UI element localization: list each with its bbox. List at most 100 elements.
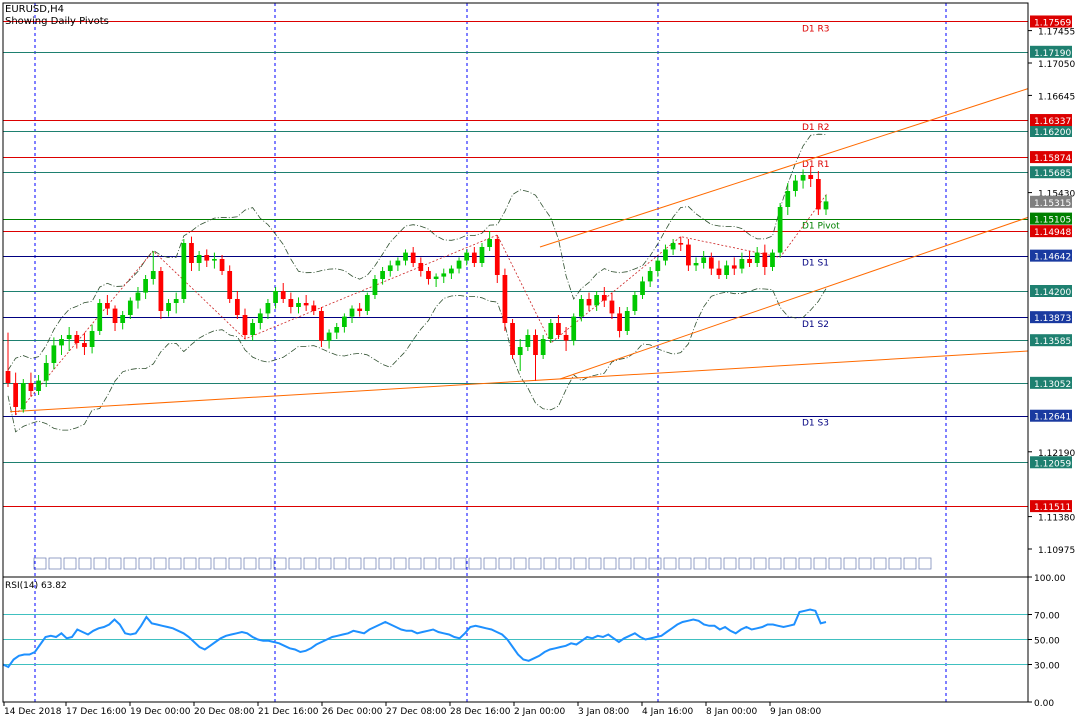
bull-candle — [693, 263, 699, 266]
bull-candle — [296, 303, 301, 307]
bull-candle — [793, 180, 798, 191]
price-tick-label: 1.10975 — [1038, 546, 1075, 556]
bear-candle — [234, 299, 240, 315]
bear-candle — [471, 252, 477, 263]
pivot-level-name: D1 Pivot — [802, 222, 840, 232]
bull-candle — [89, 331, 95, 347]
bull-candle — [701, 257, 707, 263]
bear-candle — [808, 175, 814, 179]
price-level-tag — [1030, 500, 1072, 513]
price-level-tag — [1030, 125, 1072, 137]
session-marker — [738, 557, 752, 570]
bull-candle — [143, 279, 148, 293]
bull-candle — [571, 316, 577, 341]
price-level-tag — [1030, 151, 1072, 164]
session-marker — [663, 557, 677, 570]
session-marker — [363, 557, 377, 570]
price-level-tag — [1030, 212, 1072, 225]
bull-candle — [540, 339, 546, 355]
bull-candle — [785, 191, 791, 207]
bull-candle — [770, 252, 775, 267]
price-level-tag — [1030, 285, 1072, 297]
price-level-tag-label: 1.15685 — [1034, 169, 1071, 179]
session-marker — [273, 557, 287, 570]
price-tick-label: 1.12190 — [1038, 449, 1075, 459]
bull-candle — [181, 243, 187, 299]
session-marker — [528, 557, 542, 570]
bull-candle — [655, 260, 661, 271]
session-marker — [633, 557, 647, 570]
bear-candle — [731, 265, 737, 269]
session-marker — [33, 557, 47, 570]
bull-candle — [433, 276, 439, 279]
price-level-tag-label: 1.11511 — [1034, 503, 1071, 513]
session-marker — [318, 557, 332, 570]
upper-envelope-band — [7, 133, 827, 371]
bull-candle — [663, 249, 668, 261]
chart-indicator-label: Showing Daily Pivots — [5, 16, 109, 27]
bull-candle — [342, 316, 347, 327]
session-marker — [588, 557, 602, 570]
bear-candle — [5, 371, 11, 383]
bull-candle — [20, 383, 26, 410]
session-marker — [753, 557, 767, 570]
price-level-tag-label: 1.12059 — [1034, 459, 1071, 469]
bull-candle — [441, 273, 447, 277]
session-marker — [543, 557, 557, 570]
price-level-tag-label: 1.16337 — [1034, 117, 1071, 127]
session-marker — [288, 557, 302, 570]
session-marker — [813, 557, 827, 570]
bull-candle — [326, 332, 332, 341]
session-marker — [348, 557, 362, 570]
session-marker — [468, 557, 482, 570]
bear-candle — [112, 308, 118, 323]
vertical-grid — [34, 3, 947, 702]
price-level-tag — [1030, 376, 1072, 389]
session-marker — [723, 557, 737, 570]
date-tick-label: 26 Dec 00:00 — [322, 707, 383, 717]
bear-candle — [280, 291, 286, 299]
price-tick-label: 1.11380 — [1038, 514, 1075, 524]
bull-candle — [135, 292, 141, 301]
bull-candle — [43, 363, 49, 381]
session-marker — [768, 557, 782, 570]
price-level-tag-label: 1.13585 — [1034, 337, 1071, 347]
session-marker — [393, 557, 407, 570]
session-marker — [408, 557, 422, 570]
bull-candle — [387, 265, 393, 271]
session-marker — [153, 557, 167, 570]
price-level-tag — [1030, 114, 1072, 127]
bear-candle — [716, 268, 722, 275]
session-marker — [783, 557, 797, 570]
session-marker — [108, 557, 122, 570]
session-time-strip — [33, 557, 932, 570]
session-marker — [483, 557, 497, 570]
session-marker — [48, 557, 62, 570]
session-marker — [168, 557, 182, 570]
bear-candle — [204, 255, 210, 261]
bull-candle — [166, 303, 171, 311]
date-tick-label: 3 Jan 08:00 — [578, 707, 630, 717]
bull-candle — [334, 327, 340, 333]
bear-candle — [762, 252, 768, 267]
session-marker — [903, 557, 917, 570]
date-tick-label: 4 Jan 16:00 — [642, 707, 694, 717]
date-tick-label: 2 Jan 00:00 — [514, 707, 566, 717]
bear-candle — [219, 259, 225, 271]
trend-line — [539, 88, 1029, 248]
bear-candle — [426, 271, 431, 279]
bull-candle — [372, 279, 378, 295]
price-level-tag — [1030, 249, 1072, 262]
rsi-tick-label: 30.00 — [1034, 662, 1060, 672]
pivot-level-name: D1 S1 — [802, 259, 829, 269]
rsi-tick-label: 0.00 — [1034, 699, 1054, 709]
lower-envelope-band — [7, 288, 827, 433]
session-marker — [693, 557, 707, 570]
bear-candle — [311, 305, 317, 311]
bear-candle — [678, 243, 684, 245]
bull-candle — [349, 308, 355, 317]
session-marker — [213, 557, 227, 570]
session-marker — [63, 557, 77, 570]
bull-candle — [724, 265, 729, 275]
